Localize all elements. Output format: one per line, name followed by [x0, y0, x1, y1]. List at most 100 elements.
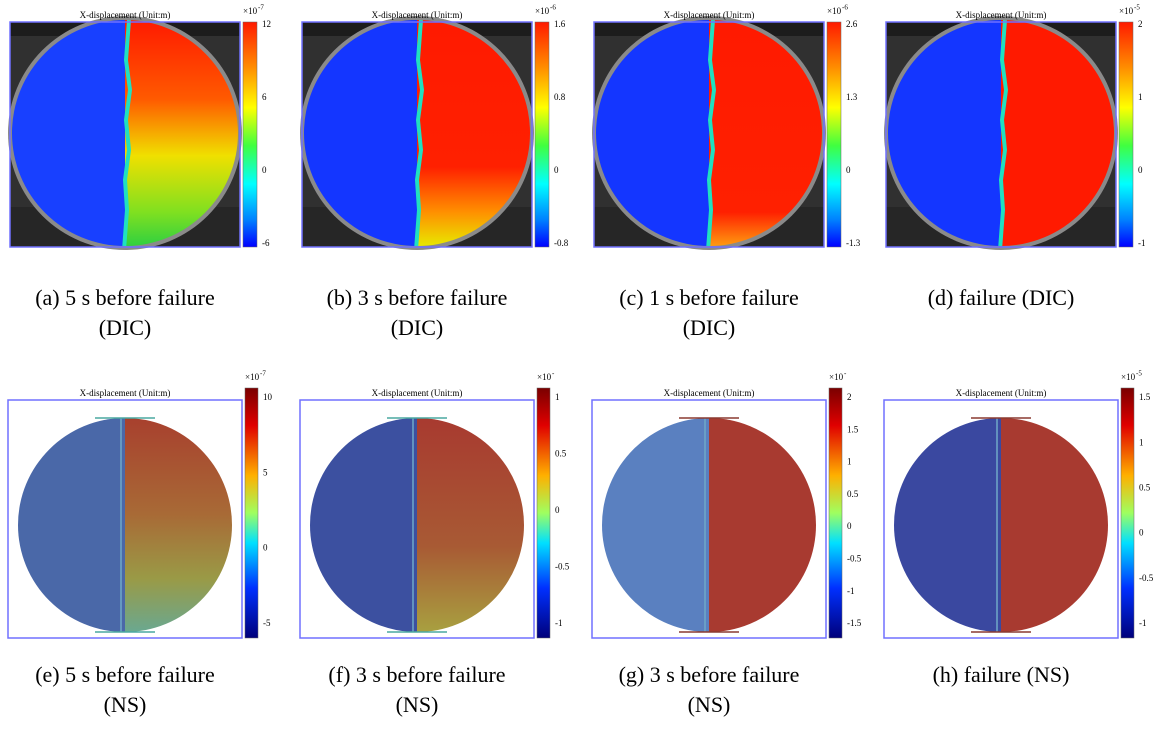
- colorbar: [1119, 22, 1133, 247]
- colorbar: [245, 388, 258, 638]
- caption: (a) 5 s before failure: [35, 285, 215, 310]
- colorbar-multiplier: ×10: [1119, 6, 1134, 16]
- caption: (DIC): [99, 315, 152, 340]
- left-half: [18, 418, 125, 632]
- colorbar-tick-label: 1: [847, 457, 852, 467]
- colorbar-tick-label: 1.5: [1139, 392, 1151, 402]
- colorbar-tick-label: -5: [263, 618, 271, 628]
- colorbar: [535, 22, 549, 247]
- colorbar-tick-label: 1.6: [554, 19, 566, 29]
- right-half: [417, 418, 524, 632]
- colorbar-tick-label: -1.3: [846, 238, 861, 248]
- caption: (g) 3 s before failure: [619, 662, 800, 687]
- colorbar-tick-label: 0: [1139, 528, 1144, 538]
- caption: (c) 1 s before failure: [619, 285, 799, 310]
- caption: (b) 3 s before failure: [327, 285, 508, 310]
- colorbar-tick-label: 2.6: [846, 19, 858, 29]
- panel-title: X-displacement (Unit:m): [372, 388, 463, 398]
- colorbar: [537, 388, 550, 638]
- panel-title: X-displacement (Unit:m): [372, 10, 463, 20]
- colorbar-tick-label: 1: [1138, 92, 1143, 102]
- colorbar-exponent: -5: [1136, 370, 1142, 378]
- colorbar-exponent: -: [552, 370, 555, 378]
- colorbar-tick-label: 0.8: [554, 92, 566, 102]
- colorbar-tick-label: 0: [262, 165, 267, 175]
- colorbar-tick-label: 0.5: [555, 449, 567, 459]
- panel-title: X-displacement (Unit:m): [80, 388, 171, 398]
- panel-title: X-displacement (Unit:m): [664, 10, 755, 20]
- colorbar-multiplier: ×10: [535, 6, 550, 16]
- panel: X-displacement (Unit:m) ×10-5 2 1 0 -1 (d) fai…: [884, 4, 1146, 310]
- caption: (NS): [688, 692, 731, 717]
- caption: (h) failure (NS): [933, 662, 1070, 687]
- panel: X-displacement (Unit:m)×10-51.510.50-0.5…: [884, 370, 1154, 687]
- colorbar-exponent: -6: [550, 4, 556, 12]
- colorbar-tick-label: 0: [846, 165, 851, 175]
- colorbar: [243, 22, 257, 247]
- caption: (DIC): [683, 315, 736, 340]
- panel-title: X-displacement (Unit:m): [956, 10, 1047, 20]
- colorbar-exponent: -6: [842, 4, 848, 12]
- colorbar-tick-label: -1: [847, 586, 855, 596]
- colorbar-tick-label: 0: [555, 505, 560, 515]
- colorbar-tick-label: 2: [847, 392, 852, 402]
- panel-title: X-displacement (Unit:m): [80, 10, 171, 20]
- page: {"panels": [ {"title": "X-displacement (…: [0, 0, 1169, 737]
- colorbar-tick-label: -0.5: [555, 562, 570, 572]
- panel-title: X-displacement (Unit:m): [956, 388, 1047, 398]
- colorbar-tick-label: -0.5: [1139, 573, 1154, 583]
- colorbar-exponent: -5: [1134, 4, 1140, 12]
- right-half: [709, 418, 816, 632]
- colorbar-tick-label: 0.5: [1139, 482, 1151, 492]
- specimen: [18, 418, 232, 632]
- colorbar-tick-label: 1: [555, 392, 560, 402]
- colorbar: [829, 388, 842, 638]
- colorbar: [1121, 388, 1134, 638]
- panel: X-displacement (Unit:m) ×10-6 1.6 0.8 0 -0.8 (…: [300, 4, 569, 340]
- colorbar-multiplier: ×10: [829, 372, 844, 382]
- colorbar-tick-label: 12: [262, 19, 271, 29]
- colorbar-tick-label: -6: [262, 238, 270, 248]
- colorbar-tick-label: -0.5: [847, 553, 862, 563]
- caption: (e) 5 s before failure: [35, 662, 215, 687]
- caption: (f) 3 s before failure: [328, 662, 505, 687]
- colorbar-multiplier: ×10: [537, 372, 552, 382]
- colorbar-tick-label: 1.5: [847, 424, 859, 434]
- left-half: [602, 418, 709, 632]
- left-half: [310, 418, 417, 632]
- colorbar-tick-label: -0.8: [554, 238, 569, 248]
- colorbar-tick-label: 0: [263, 543, 268, 553]
- colorbar: [827, 22, 841, 247]
- left-half: [894, 418, 1001, 632]
- colorbar-multiplier: ×10: [827, 6, 842, 16]
- specimen: [602, 418, 816, 632]
- panel: X-displacement (Unit:m)×10-10.50-0.5-1(f…: [300, 370, 570, 717]
- colorbar-tick-label: 1.3: [846, 92, 858, 102]
- colorbar-multiplier: ×10: [245, 372, 260, 382]
- caption: (NS): [396, 692, 439, 717]
- colorbar-tick-label: 0: [847, 521, 852, 531]
- specimen: [894, 418, 1108, 632]
- panel: X-displacement (Unit:m)×10-21.510.50-0.5…: [592, 370, 862, 717]
- right-half: [1001, 418, 1108, 632]
- caption: (DIC): [391, 315, 444, 340]
- colorbar-tick-label: 1: [1139, 437, 1144, 447]
- colorbar-tick-label: -1: [1138, 238, 1146, 248]
- right-half: [125, 418, 232, 632]
- colorbar-tick-label: 0: [1138, 165, 1143, 175]
- specimen: [310, 418, 524, 632]
- colorbar-exponent: -: [844, 370, 847, 378]
- panel: X-displacement (Unit:m) ×10-6 2.6 1.3 0 -1.3 (…: [592, 4, 861, 340]
- colorbar-tick-label: 0.5: [847, 489, 859, 499]
- colorbar-tick-label: -1: [1139, 618, 1147, 628]
- colorbar-multiplier: ×10: [243, 6, 258, 16]
- colorbar-tick-label: 0: [554, 165, 559, 175]
- caption: (d) failure (DIC): [928, 285, 1075, 310]
- figure: X-displacement (Unit:m)×10-71260-6(a) 5 …: [0, 0, 1169, 737]
- colorbar-tick-label: -1: [555, 618, 563, 628]
- colorbar-tick-label: 10: [263, 392, 273, 402]
- caption: (NS): [104, 692, 147, 717]
- colorbar-tick-label: 2: [1138, 19, 1143, 29]
